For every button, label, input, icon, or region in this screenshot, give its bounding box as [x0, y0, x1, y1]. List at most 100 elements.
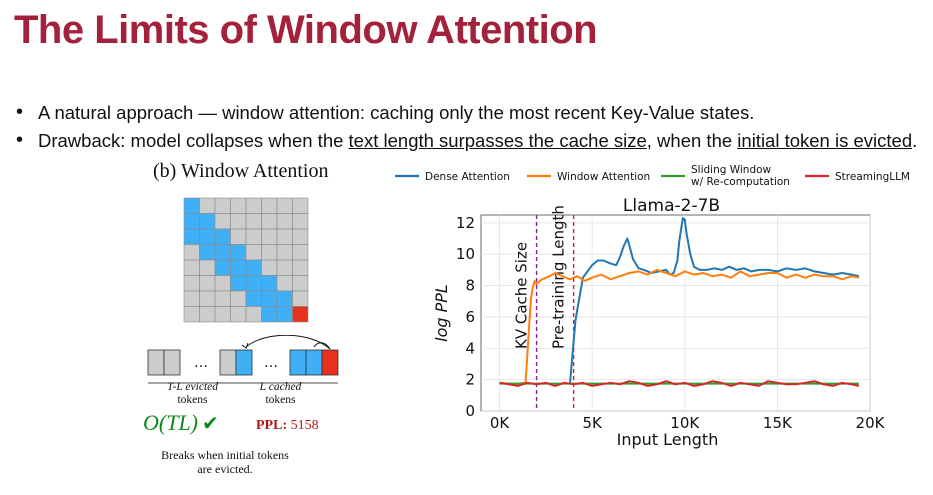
y-tick-label: 10: [456, 245, 475, 263]
attention-cell: [292, 244, 309, 261]
slide-title: The Limits of Window Attention: [14, 8, 598, 52]
x-tick-label: 10K: [670, 414, 700, 432]
bullet-list: A natural approach — window attention: c…: [14, 100, 919, 153]
shift-arrow-long: [245, 335, 331, 350]
attention-cell: [276, 213, 293, 230]
ppl-key: PPL:: [256, 418, 288, 433]
attention-cell: [276, 259, 293, 276]
legend-label-line: Sliding Window: [691, 164, 772, 176]
legend-label: StreamingLLM: [835, 171, 910, 183]
attention-cell: [245, 213, 262, 230]
attention-cell: [261, 306, 278, 323]
y-tick-label: 6: [465, 308, 475, 326]
attention-cell: [199, 259, 216, 276]
attention-cell: [199, 228, 216, 245]
attention-cell: [292, 290, 309, 307]
attention-cell: [292, 197, 309, 214]
bullet-drawback: Drawback: model collapses when the text …: [14, 128, 919, 153]
x-tick-label: 15K: [763, 414, 793, 432]
chart-title: Llama-2-7B: [623, 196, 720, 216]
attention-cell: [183, 259, 200, 276]
x-axis-label: Input Length: [617, 430, 719, 449]
cached-label: L cached: [259, 381, 302, 393]
breaks-note: Breaks when initial tokens are evicted.: [161, 448, 289, 476]
bullet-window-attention: A natural approach — window attention: c…: [14, 100, 919, 125]
series-line: [499, 268, 860, 386]
attention-cell: [245, 290, 262, 307]
legend-label-line: w/ Re-computation: [691, 176, 790, 188]
attention-cell: [199, 197, 216, 214]
attention-cell: [230, 213, 247, 230]
attention-cell: [214, 259, 231, 276]
attention-cell: [245, 275, 262, 292]
attention-cell: [199, 275, 216, 292]
annotation-label: KV Cache Size: [513, 242, 531, 349]
attention-cell: [276, 197, 293, 214]
token-box: [321, 349, 339, 376]
legend-label: Window Attention: [557, 171, 650, 183]
attention-cell: [292, 306, 309, 323]
attention-cell: [230, 259, 247, 276]
ellipsis-2: …: [264, 355, 278, 371]
token-cache-diagram: ……: [147, 335, 339, 384]
attention-cell: [199, 290, 216, 307]
y-tick-label: 0: [465, 402, 475, 420]
evicted-label-2: tokens: [177, 394, 208, 406]
attention-cell: [230, 290, 247, 307]
series-line: [568, 217, 860, 385]
attention-cell: [183, 228, 200, 245]
drawback-underline-initial-token: initial token is evicted: [737, 130, 913, 151]
attention-cell: [199, 213, 216, 230]
attention-cell: [276, 275, 293, 292]
attention-matrix: [183, 197, 309, 323]
legend-label: Sliding Window w/ Re-computation: [691, 164, 790, 188]
attention-cell: [261, 213, 278, 230]
drawback-text-a: Drawback: model collapses when the: [38, 130, 349, 151]
plot-area: [480, 214, 871, 412]
drawback-text-b: , when the: [646, 130, 738, 151]
attention-cell: [230, 306, 247, 323]
attention-cell: [292, 275, 309, 292]
attention-cell: [292, 213, 309, 230]
attention-cell: [199, 244, 216, 261]
window-attention-title: (b) Window Attention: [153, 160, 329, 182]
y-tick-label: 12: [456, 214, 475, 232]
token-box: [163, 349, 181, 376]
attention-cell: [230, 228, 247, 245]
attention-cell: [230, 244, 247, 261]
evicted-tokens-caption: T-L evicted tokens: [150, 381, 235, 407]
attention-cell: [183, 213, 200, 230]
ppl-value: 5158: [287, 418, 319, 433]
attention-cell: [245, 197, 262, 214]
attention-cell: [245, 306, 262, 323]
shift-arrow-long-head: [241, 342, 249, 349]
attention-cell: [183, 306, 200, 323]
attention-cell: [276, 244, 293, 261]
attention-cell: [276, 290, 293, 307]
attention-cell: [245, 228, 262, 245]
attention-cell: [214, 213, 231, 230]
attention-cell: [245, 259, 262, 276]
token-box: [219, 349, 237, 376]
attention-cell: [183, 197, 200, 214]
attention-cell: [214, 290, 231, 307]
attention-cell: [214, 244, 231, 261]
token-box: [147, 349, 165, 376]
drawback-underline-cache: text length surpasses the cache size: [348, 130, 647, 151]
attention-cell: [214, 306, 231, 323]
drawback-text-c: .: [912, 130, 918, 151]
attention-cell: [261, 275, 278, 292]
y-axis-label: log PPL: [432, 284, 451, 342]
attention-cell: [261, 290, 278, 307]
attention-cell: [230, 275, 247, 292]
legend-label: Dense Attention: [425, 171, 510, 183]
attention-cell: [261, 228, 278, 245]
ellipsis-1: …: [194, 355, 208, 371]
attention-cell: [214, 197, 231, 214]
attention-cell: [214, 275, 231, 292]
attention-cell: [292, 228, 309, 245]
token-box: [289, 349, 307, 376]
complexity-text: O(TL): [143, 410, 199, 435]
token-box: [305, 349, 323, 376]
evicted-label: T-L evicted: [167, 381, 218, 393]
